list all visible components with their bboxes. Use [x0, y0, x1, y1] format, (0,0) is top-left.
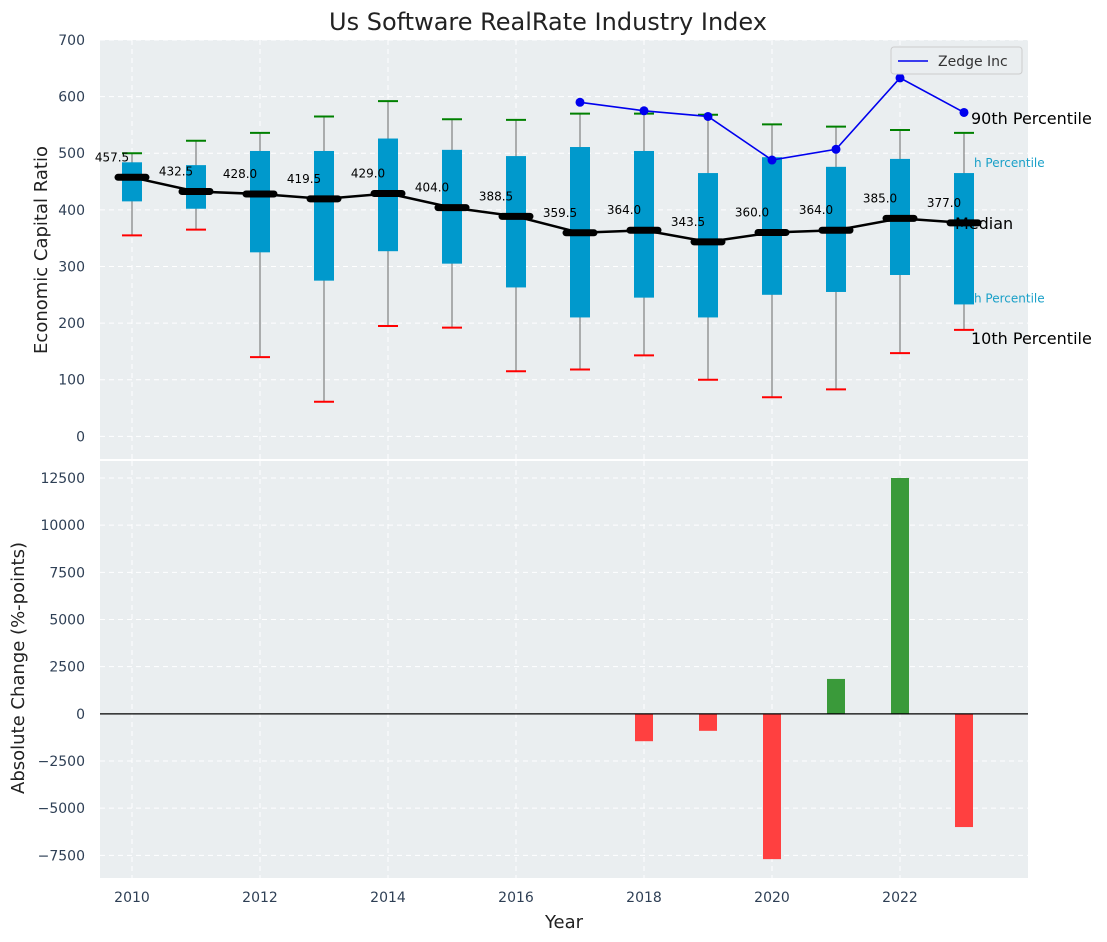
top-y-tick-label: 700: [58, 33, 85, 49]
bottom-y-tick-label: 10000: [40, 518, 85, 534]
x-tick-label: 2022: [882, 890, 918, 906]
change-bar: [891, 477, 909, 714]
top-y-tick-label: 400: [58, 203, 85, 219]
bottom-y-axis-title: Absolute Change (%-points): [8, 542, 29, 794]
x-tick-label: 2010: [114, 890, 150, 906]
company-point: [831, 144, 841, 154]
median-value-label: 429.0: [351, 166, 385, 180]
company-point: [767, 155, 777, 165]
top-panel-background: [100, 40, 1028, 459]
label-10th-percentile: 10th Percentile: [971, 329, 1092, 348]
x-tick-label: 2018: [626, 890, 662, 906]
median-value-label: 404.0: [415, 181, 449, 195]
change-bar: [827, 678, 845, 714]
company-point: [895, 73, 905, 83]
x-tick-label: 2016: [498, 890, 534, 906]
x-tick-label: 2020: [754, 890, 790, 906]
box-iqr: [314, 150, 334, 281]
company-point: [959, 107, 969, 117]
top-y-tick-label: 500: [58, 146, 85, 162]
median-value-label: 359.5: [543, 206, 577, 220]
median-value-label: 377.0: [927, 196, 961, 210]
median-value-label: 364.0: [607, 203, 641, 217]
top-y-axis-title: Economic Capital Ratio: [31, 146, 52, 354]
x-axis-title: Year: [544, 912, 584, 933]
median-value-label: 457.5: [95, 150, 129, 164]
chart-title: Us Software RealRate Industry Index: [329, 8, 767, 36]
top-y-tick-label: 600: [58, 90, 85, 106]
legend-label: Zedge Inc: [938, 54, 1008, 70]
company-point: [703, 111, 713, 121]
x-tick-label: 2014: [370, 890, 406, 906]
bottom-y-tick-label: 2500: [49, 660, 85, 676]
label-q1-percentile: h Percentile: [974, 291, 1045, 305]
label-q3-percentile: h Percentile: [974, 156, 1045, 170]
bottom-y-tick-label: 0: [76, 707, 85, 723]
box-iqr: [634, 150, 654, 298]
median-value-label: 432.5: [159, 164, 193, 178]
x-tick-label: 2012: [242, 890, 278, 906]
median-value-label: 343.5: [671, 215, 705, 229]
median-value-label: 364.0: [799, 203, 833, 217]
top-y-tick-label: 200: [58, 316, 85, 332]
bottom-y-tick-label: −5000: [38, 801, 85, 817]
change-bar: [763, 713, 781, 860]
box-iqr: [186, 165, 206, 209]
median-value-label: 388.5: [479, 189, 513, 203]
box-iqr: [954, 173, 974, 305]
box-iqr: [122, 162, 142, 202]
bottom-panel: 2010 2012 2014 2016 2018 2020 2022 −7500 −5000 −2…: [38, 461, 1028, 906]
top-y-tick-label: 0: [76, 429, 85, 445]
median-value-label: 360.0: [735, 206, 769, 220]
label-median: Median: [955, 214, 1013, 233]
bottom-y-tick-label: 7500: [49, 565, 85, 581]
median-value-label: 419.5: [287, 172, 321, 186]
bottom-y-tick-label: 5000: [49, 612, 85, 628]
median-value-label: 385.0: [863, 191, 897, 205]
legend: Zedge Inc: [890, 46, 1023, 75]
top-y-tick-label: 100: [58, 373, 85, 389]
box-iqr: [250, 150, 270, 253]
bottom-y-tick-label: 12500: [40, 471, 85, 487]
top-panel: 0 100 200 300 400 500 600 700 457.5 432.5 428.0 419…: [58, 33, 1092, 459]
box-iqr: [506, 156, 526, 288]
top-y-tick-label: 300: [58, 259, 85, 275]
bottom-y-tick-label: −2500: [38, 754, 85, 770]
legend-box: [890, 46, 1023, 75]
median-value-label: 428.0: [223, 167, 257, 181]
company-point: [639, 106, 649, 116]
change-bar: [699, 713, 717, 731]
change-bar: [955, 713, 973, 828]
box-iqr: [762, 157, 782, 295]
company-point: [575, 97, 585, 107]
bottom-panel-background: [100, 461, 1028, 878]
change-bar: [635, 713, 653, 742]
label-90th-percentile: 90th Percentile: [971, 109, 1092, 128]
bottom-y-tick-label: −7500: [38, 848, 85, 864]
